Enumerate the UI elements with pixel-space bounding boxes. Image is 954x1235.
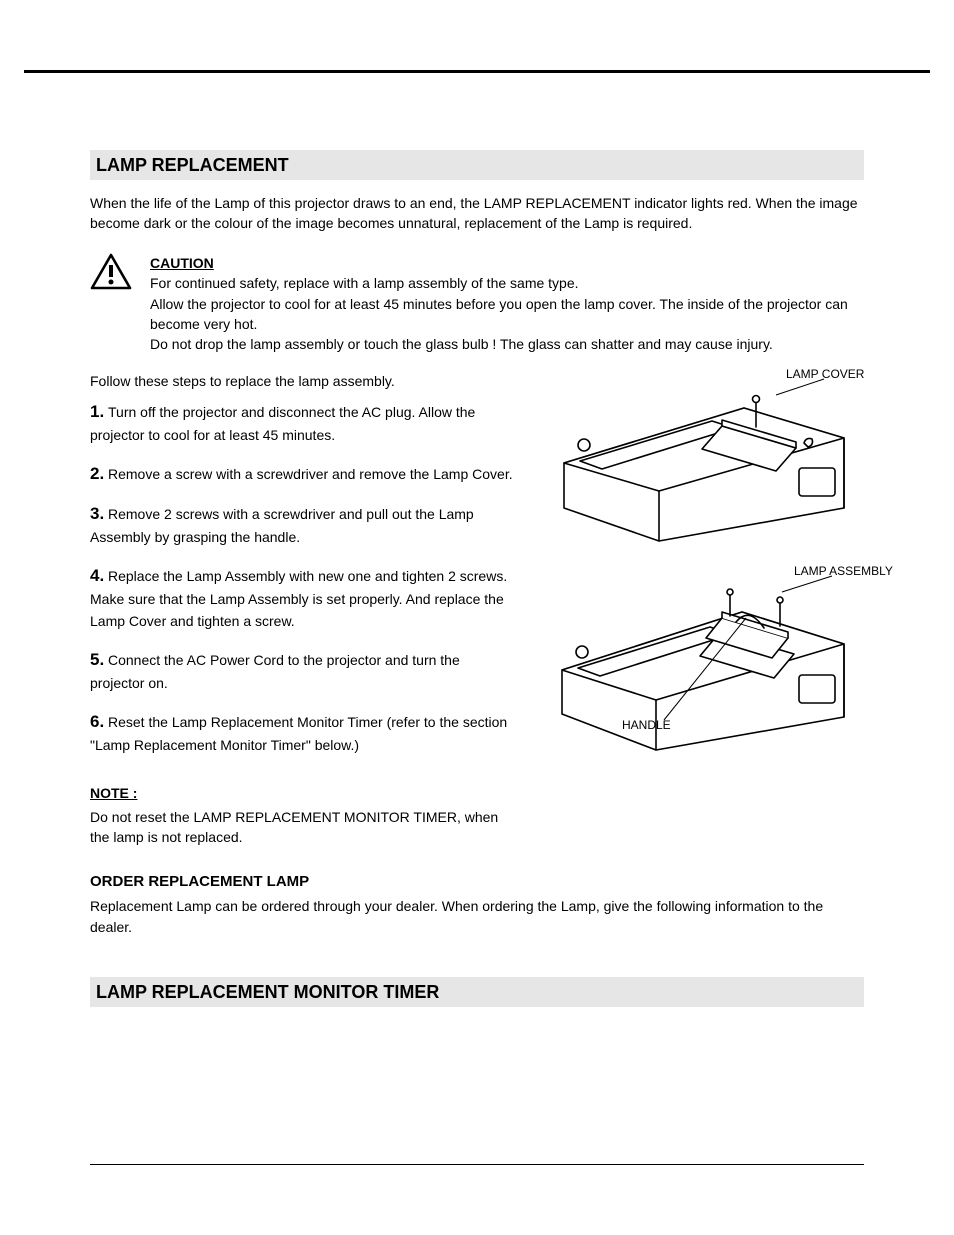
footer xyxy=(90,1164,864,1171)
warning-block: CAUTION For continued safety, replace wi… xyxy=(90,253,864,354)
callout-lamp-cover: LAMP COVER xyxy=(786,367,864,381)
figure-lamp-assembly: LAMP ASSEMBLY HANDLE xyxy=(544,572,864,762)
callout-handle: HANDLE xyxy=(622,718,671,732)
order-title: ORDER REPLACEMENT LAMP xyxy=(90,873,864,890)
step-5: 5.Connect the AC Power Cord to the proje… xyxy=(90,647,518,695)
section-bar-lamp: LAMP REPLACEMENT xyxy=(90,150,864,180)
order-block: ORDER REPLACEMENT LAMP Replacement Lamp … xyxy=(90,873,864,937)
steps-lead: Follow these steps to replace the lamp a… xyxy=(90,373,518,389)
section-bar-timer: LAMP REPLACEMENT MONITOR TIMER xyxy=(90,977,864,1007)
two-column-area: Follow these steps to replace the lamp a… xyxy=(90,373,864,848)
step-3: 3.Remove 2 screws with a screwdriver and… xyxy=(90,501,518,549)
figure-lamp-cover: LAMP COVER xyxy=(544,373,864,548)
warning-body: For continued safety, replace with a lam… xyxy=(150,273,864,354)
step-1: 1.Turn off the projector and disconnect … xyxy=(90,399,518,447)
section-title-timer: LAMP REPLACEMENT MONITOR TIMER xyxy=(96,982,439,1003)
warning-label: CAUTION xyxy=(150,255,214,271)
callout-lamp-assembly: LAMP ASSEMBLY xyxy=(794,564,893,578)
caution-icon xyxy=(90,253,132,291)
steps-column: Follow these steps to replace the lamp a… xyxy=(90,373,518,848)
page-top-rule xyxy=(24,70,930,73)
note-heading: NOTE : xyxy=(90,785,518,801)
section-title-lamp: LAMP REPLACEMENT xyxy=(96,155,289,176)
page-content: LAMP REPLACEMENT When the life of the La… xyxy=(90,150,864,1021)
order-body: Replacement Lamp can be ordered through … xyxy=(90,896,864,937)
warning-text: CAUTION For continued safety, replace wi… xyxy=(150,253,864,354)
step-4: 4.Replace the Lamp Assembly with new one… xyxy=(90,563,518,633)
lamp-intro: When the life of the Lamp of this projec… xyxy=(90,194,864,233)
step-2: 2.Remove a screw with a screwdriver and … xyxy=(90,461,518,487)
figures-column: LAMP COVER xyxy=(544,373,864,786)
step-6: 6.Reset the Lamp Replacement Monitor Tim… xyxy=(90,709,518,757)
note-body: Do not reset the LAMP REPLACEMENT MONITO… xyxy=(90,807,518,848)
steps-list: 1.Turn off the projector and disconnect … xyxy=(90,399,518,757)
